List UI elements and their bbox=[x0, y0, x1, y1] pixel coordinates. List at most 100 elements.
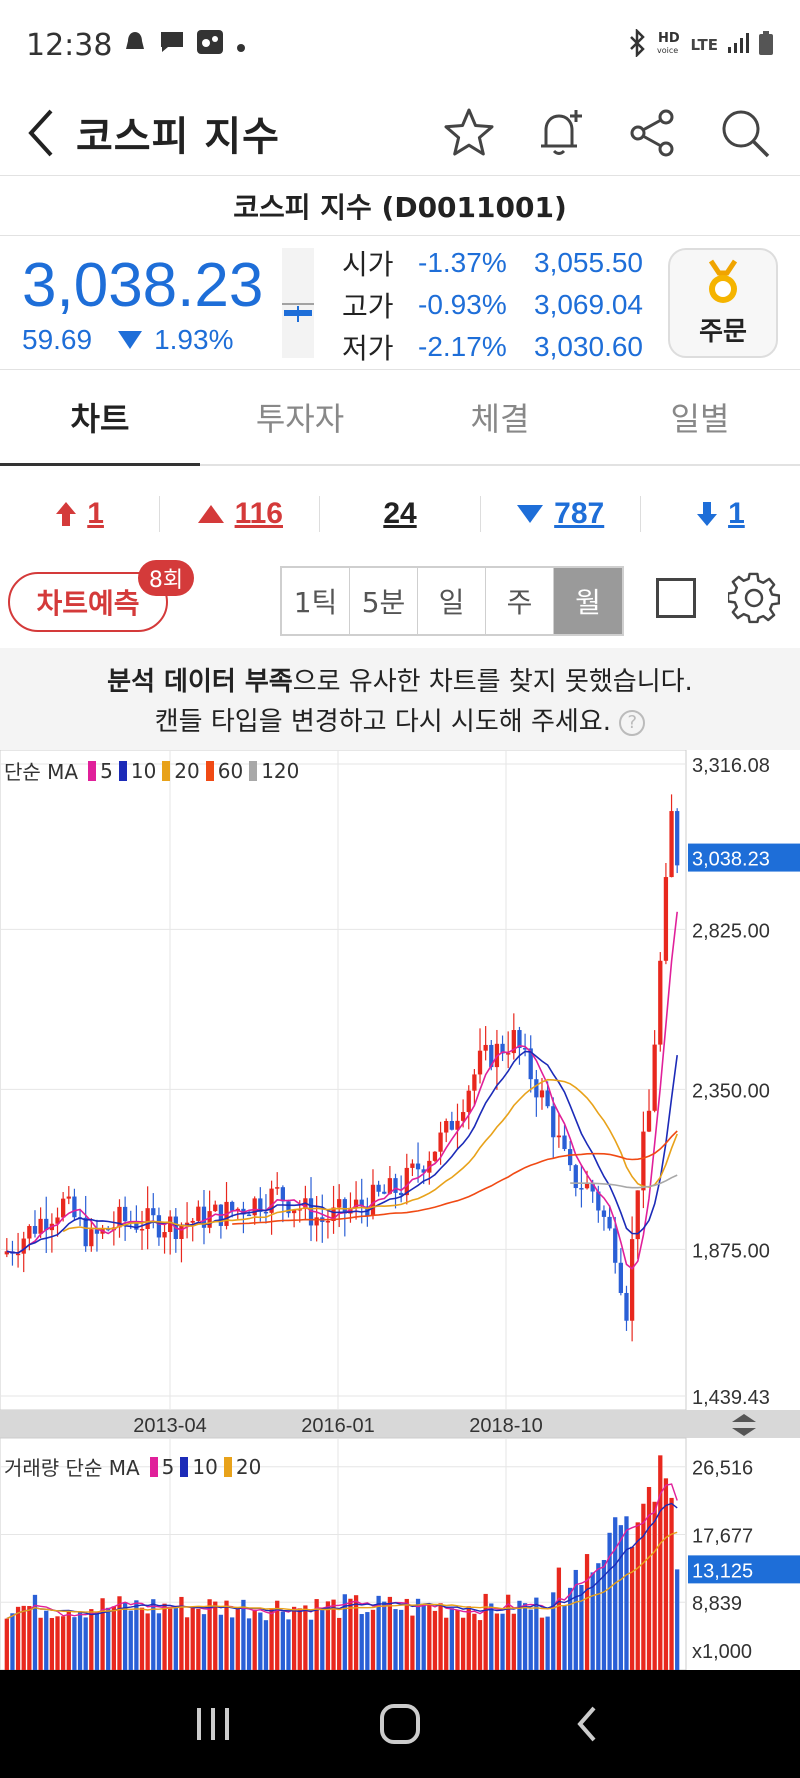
candle-body bbox=[179, 1224, 184, 1239]
volume-bar bbox=[224, 1600, 229, 1670]
volume-bar bbox=[618, 1525, 623, 1670]
analysis-notice: 분석 데이터 부족으로 유사한 차트를 찾지 못했습니다. 캔들 타입을 변경하… bbox=[0, 648, 800, 750]
ohl-row-open: 시가 -1.37% 3,055.50 bbox=[342, 242, 662, 284]
candle-body bbox=[246, 1214, 252, 1217]
volume-bar bbox=[291, 1606, 297, 1670]
volume-bar bbox=[32, 1594, 38, 1670]
legend-swatch bbox=[205, 760, 214, 781]
volume-bar bbox=[601, 1559, 607, 1670]
volume-bar bbox=[111, 1606, 116, 1670]
tab-chart[interactable]: 차트 bbox=[0, 370, 200, 466]
volume-bar bbox=[230, 1617, 235, 1670]
candle-body bbox=[551, 1106, 556, 1138]
x-axis-label: 2018-10 bbox=[469, 1415, 542, 1437]
period-day[interactable]: 일 bbox=[418, 568, 486, 634]
candle-body bbox=[4, 1251, 9, 1255]
candle-body bbox=[370, 1184, 376, 1216]
unchanged-count[interactable]: 24 bbox=[320, 497, 479, 531]
candle-body bbox=[477, 1050, 483, 1075]
alert-button[interactable] bbox=[534, 106, 588, 160]
ohl-percent: -1.37% bbox=[418, 247, 507, 278]
tab-trades[interactable]: 체결 bbox=[470, 400, 530, 438]
volume-bar bbox=[27, 1605, 32, 1670]
legend-swatch bbox=[162, 760, 171, 781]
upper-limit-count[interactable]: 1 bbox=[0, 497, 159, 531]
candle-body bbox=[579, 1188, 584, 1190]
chart-predict-button[interactable]: 차트예측 bbox=[8, 572, 168, 632]
legend-swatch bbox=[223, 1456, 232, 1477]
period-tick[interactable]: 1틱 bbox=[282, 568, 350, 634]
help-icon[interactable]: ? bbox=[619, 709, 646, 736]
volume-bar bbox=[21, 1605, 26, 1670]
legend-label: 5 bbox=[100, 758, 113, 783]
tab-daily[interactable]: 일별 bbox=[670, 400, 730, 438]
search-button[interactable] bbox=[718, 106, 772, 160]
recent-apps-button[interactable] bbox=[183, 1694, 243, 1754]
candle-body bbox=[500, 1043, 505, 1054]
price-axis-label: 1,439.43 bbox=[692, 1387, 770, 1409]
candle-body bbox=[156, 1215, 162, 1238]
volume-bar bbox=[562, 1605, 567, 1670]
candle-body bbox=[353, 1199, 359, 1208]
period-month[interactable]: 월 bbox=[554, 568, 622, 634]
divider bbox=[639, 496, 641, 532]
home-button[interactable] bbox=[370, 1694, 430, 1754]
volume-bar bbox=[235, 1607, 240, 1670]
candle-body bbox=[122, 1206, 128, 1222]
candle-body bbox=[252, 1198, 257, 1216]
legend-swatch bbox=[149, 1456, 158, 1477]
order-label: 주문 bbox=[699, 316, 747, 347]
legend-swatch bbox=[118, 760, 127, 781]
candle-body bbox=[382, 1191, 387, 1194]
candle-body bbox=[489, 1044, 494, 1068]
volume-bar bbox=[568, 1587, 573, 1670]
legend-swatch bbox=[249, 760, 258, 781]
volume-bar bbox=[151, 1599, 156, 1670]
volume-bar bbox=[472, 1613, 477, 1670]
candle-body bbox=[652, 1044, 657, 1111]
tab-investor[interactable]: 투자자 bbox=[255, 400, 345, 438]
period-week[interactable]: 주 bbox=[486, 568, 554, 634]
candlestick-chart[interactable]: 3,316.08 2,825.00 2,350.00 1,875.00 1,439.43… bbox=[0, 749, 800, 1671]
favorite-button[interactable] bbox=[442, 106, 496, 160]
ma-line-20 bbox=[62, 1078, 678, 1233]
candle-body bbox=[415, 1163, 421, 1170]
candle-body bbox=[675, 811, 680, 866]
volume-bar bbox=[61, 1616, 66, 1670]
volume-bar bbox=[641, 1503, 646, 1670]
ohl-percent: -0.93% bbox=[418, 289, 507, 320]
candle-body bbox=[168, 1216, 173, 1233]
candle-body bbox=[466, 1090, 471, 1113]
chart-settings-button[interactable] bbox=[726, 572, 781, 624]
back-button[interactable] bbox=[6, 90, 76, 176]
ma-line-10 bbox=[6, 1050, 678, 1254]
volume-bar bbox=[652, 1501, 657, 1670]
bluetooth-icon bbox=[626, 27, 648, 62]
share-button[interactable] bbox=[626, 106, 680, 160]
legend-label: 5 bbox=[161, 1454, 175, 1479]
volume-bar bbox=[184, 1617, 190, 1670]
volume-bar bbox=[83, 1617, 88, 1670]
fullscreen-square-icon[interactable] bbox=[656, 578, 696, 618]
volume-bar bbox=[348, 1598, 353, 1670]
volume-bar bbox=[438, 1603, 443, 1670]
candle-body bbox=[658, 960, 663, 1045]
volume-bar bbox=[506, 1594, 511, 1670]
volume-bar bbox=[44, 1610, 49, 1670]
system-back-button[interactable] bbox=[557, 1694, 617, 1754]
price-chart-area[interactable]: 3,316.08 2,825.00 2,350.00 1,875.00 1,439.43… bbox=[0, 749, 800, 1671]
candle-body bbox=[404, 1167, 409, 1196]
period-5min[interactable]: 5분 bbox=[350, 568, 418, 634]
count-value: 787 bbox=[554, 497, 605, 530]
volume-bar bbox=[168, 1608, 173, 1670]
decline-count[interactable]: 787 bbox=[481, 497, 640, 531]
order-button[interactable]: 주문 bbox=[668, 248, 778, 358]
volume-bar bbox=[427, 1604, 432, 1670]
candle-body bbox=[55, 1217, 60, 1224]
volume-bar bbox=[218, 1614, 224, 1670]
candle-body bbox=[201, 1206, 207, 1228]
advance-count[interactable]: 116 bbox=[160, 497, 319, 531]
volume-bar bbox=[280, 1611, 285, 1670]
lower-limit-count[interactable]: 1 bbox=[641, 497, 800, 531]
candle-body bbox=[139, 1228, 145, 1231]
